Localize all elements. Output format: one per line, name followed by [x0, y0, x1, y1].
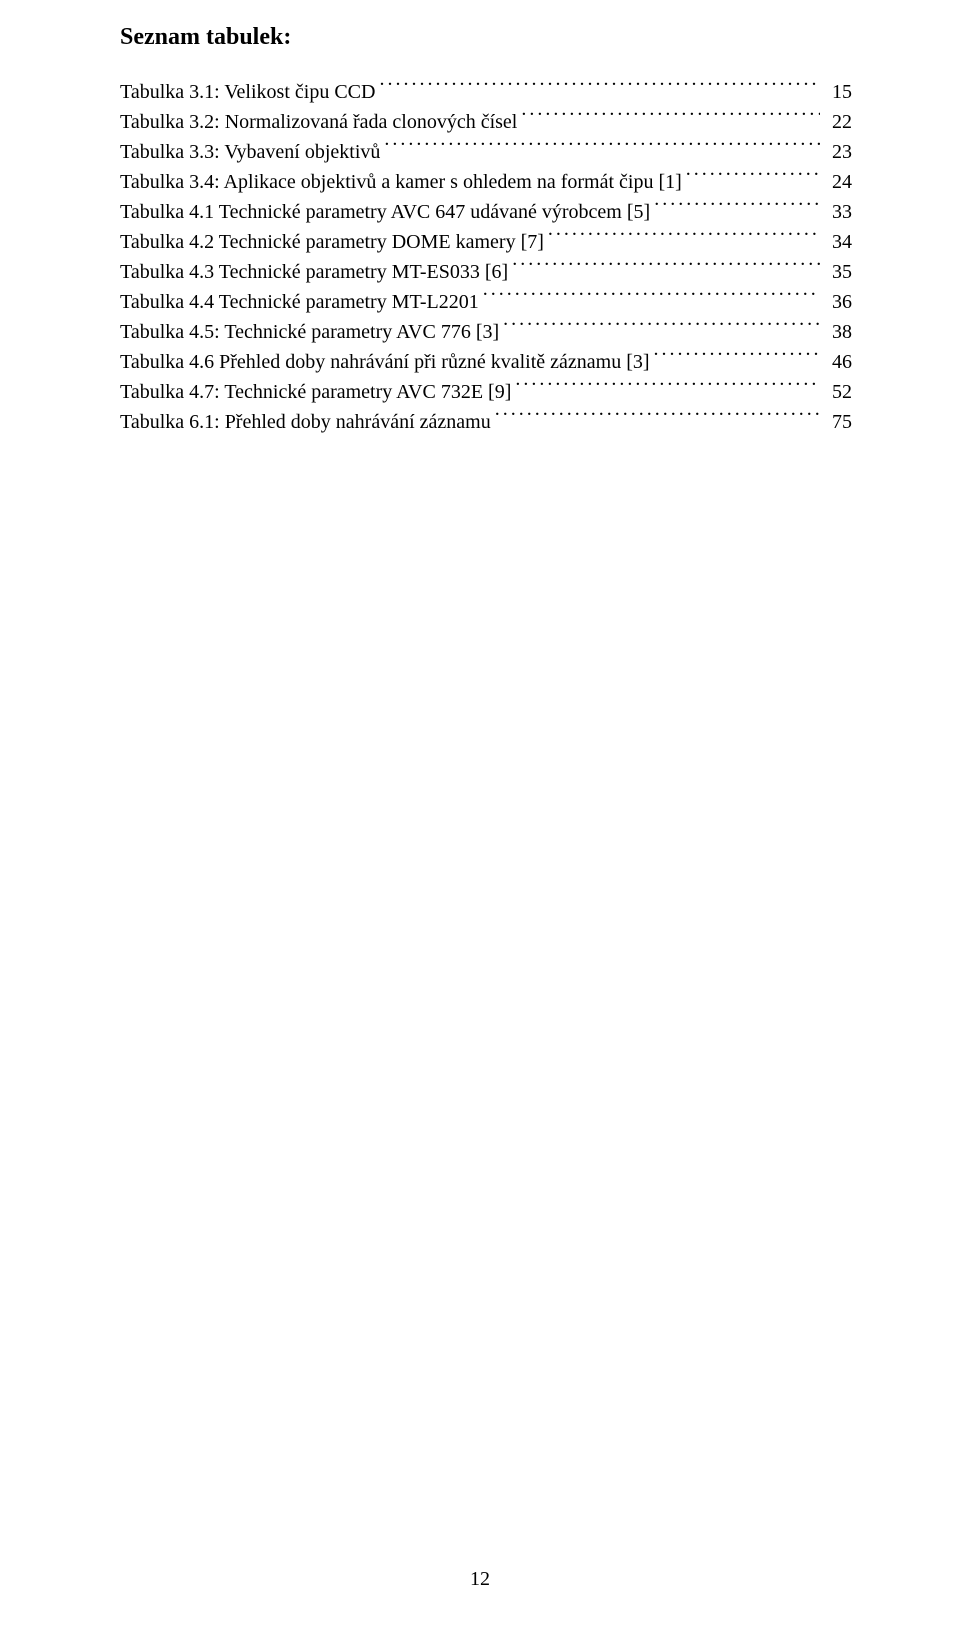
toc-entry: Tabulka 3.1: Velikost čipu CCD 15	[120, 77, 852, 107]
toc-entry-page: 15	[824, 77, 852, 107]
toc-entry-page: 22	[824, 107, 852, 137]
toc-entry: Tabulka 6.1: Přehled doby nahrávání zázn…	[120, 407, 852, 437]
toc-entry: Tabulka 3.3: Vybavení objektivů 23	[120, 137, 852, 167]
toc-leader	[495, 408, 820, 428]
table-of-contents: Tabulka 3.1: Velikost čipu CCD 15 Tabulk…	[120, 77, 852, 437]
toc-entry-label: Tabulka 3.2: Normalizovaná řada clonovýc…	[120, 107, 517, 137]
toc-entry-label: Tabulka 3.4: Aplikace objektivů a kamer …	[120, 167, 682, 197]
toc-entry: Tabulka 3.2: Normalizovaná řada clonovýc…	[120, 107, 852, 137]
toc-leader	[521, 108, 820, 128]
toc-entry-page: 23	[824, 137, 852, 167]
toc-entry-label: Tabulka 4.3 Technické parametry MT-ES033…	[120, 257, 508, 287]
toc-entry-label: Tabulka 4.1 Technické parametry AVC 647 …	[120, 197, 650, 227]
toc-entry: Tabulka 4.6 Přehled doby nahrávání při r…	[120, 347, 852, 377]
toc-leader	[379, 78, 820, 98]
toc-entry-label: Tabulka 4.5: Technické parametry AVC 776…	[120, 317, 499, 347]
toc-entry: Tabulka 4.3 Technické parametry MT-ES033…	[120, 257, 852, 287]
toc-entry-page: 38	[824, 317, 852, 347]
page: Seznam tabulek: Tabulka 3.1: Velikost či…	[0, 0, 960, 1643]
toc-leader	[654, 198, 820, 218]
toc-entry-label: Tabulka 3.3: Vybavení objektivů	[120, 137, 380, 167]
toc-entry: Tabulka 4.2 Technické parametry DOME kam…	[120, 227, 852, 257]
toc-entry-page: 36	[824, 287, 852, 317]
toc-entry-page: 35	[824, 257, 852, 287]
toc-leader	[686, 168, 820, 188]
toc-entry: Tabulka 4.4 Technické parametry MT-L2201…	[120, 287, 852, 317]
toc-leader	[512, 258, 820, 278]
toc-leader	[483, 288, 820, 308]
list-of-tables-heading: Seznam tabulek:	[120, 24, 852, 51]
toc-entry: Tabulka 4.7: Technické parametry AVC 732…	[120, 377, 852, 407]
toc-entry-page: 34	[824, 227, 852, 257]
toc-entry-label: Tabulka 4.6 Přehled doby nahrávání při r…	[120, 347, 650, 377]
toc-leader	[384, 138, 820, 158]
toc-entry-label: Tabulka 4.7: Technické parametry AVC 732…	[120, 377, 511, 407]
toc-entry: Tabulka 3.4: Aplikace objektivů a kamer …	[120, 167, 852, 197]
toc-entry: Tabulka 4.1 Technické parametry AVC 647 …	[120, 197, 852, 227]
toc-entry-page: 52	[824, 377, 852, 407]
toc-entry: Tabulka 4.5: Technické parametry AVC 776…	[120, 317, 852, 347]
toc-entry-page: 33	[824, 197, 852, 227]
toc-entry-label: Tabulka 4.4 Technické parametry MT-L2201	[120, 287, 479, 317]
toc-leader	[654, 348, 820, 368]
toc-entry-label: Tabulka 4.2 Technické parametry DOME kam…	[120, 227, 544, 257]
toc-entry-label: Tabulka 6.1: Přehled doby nahrávání zázn…	[120, 407, 491, 437]
toc-leader	[548, 228, 820, 248]
toc-entry-page: 24	[824, 167, 852, 197]
page-number: 12	[0, 1568, 960, 1591]
toc-entry-label: Tabulka 3.1: Velikost čipu CCD	[120, 77, 375, 107]
toc-leader	[515, 378, 820, 398]
toc-entry-page: 46	[824, 347, 852, 377]
toc-leader	[503, 318, 820, 338]
toc-entry-page: 75	[824, 407, 852, 437]
